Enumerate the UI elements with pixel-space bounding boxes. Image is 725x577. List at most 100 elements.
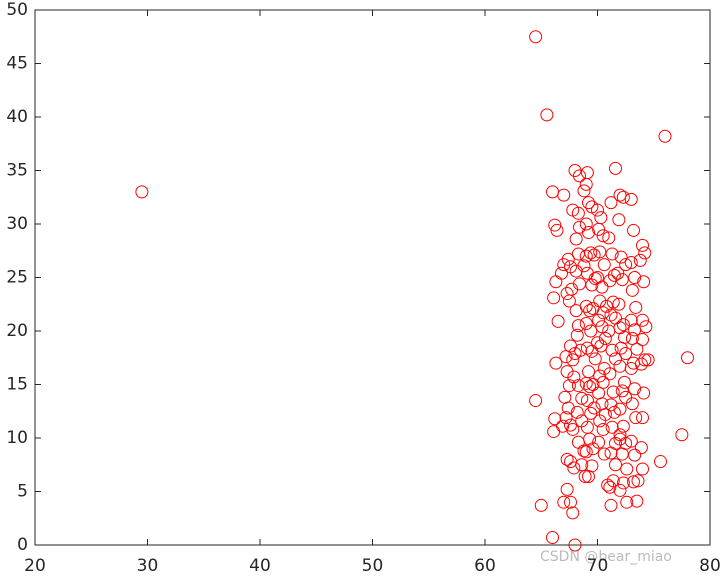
point [604, 196, 618, 210]
point [634, 441, 648, 455]
point [556, 419, 570, 433]
point [594, 339, 608, 353]
point [624, 256, 638, 270]
point [634, 357, 648, 371]
point [584, 324, 598, 338]
point [575, 458, 589, 472]
point [609, 161, 622, 175]
point [604, 498, 618, 512]
x-tick-label: 80 [699, 556, 721, 576]
point [614, 250, 628, 264]
y-tick-label: 20 [6, 321, 28, 341]
point [561, 401, 575, 415]
point [577, 444, 591, 458]
point [592, 313, 606, 327]
point [641, 353, 655, 367]
point [636, 411, 649, 425]
point [550, 223, 564, 237]
point [605, 343, 619, 357]
point [612, 297, 626, 311]
point [566, 506, 580, 520]
y-tick-label: 15 [6, 375, 28, 395]
point [579, 299, 593, 313]
point [583, 380, 597, 394]
y-tick-label: 10 [6, 428, 28, 448]
point [548, 412, 562, 426]
point [598, 331, 612, 345]
point [633, 253, 647, 267]
point [578, 470, 592, 484]
point [637, 386, 651, 400]
point [625, 397, 639, 411]
y-tick-label: 25 [6, 268, 28, 288]
point [606, 474, 620, 488]
point [603, 367, 617, 381]
y-tick-label: 30 [6, 214, 28, 234]
point [534, 498, 548, 512]
point [557, 188, 571, 202]
point [571, 319, 585, 333]
point [595, 280, 609, 294]
point [638, 246, 652, 260]
point [560, 452, 574, 466]
point [561, 252, 575, 266]
point [571, 379, 585, 393]
point [583, 432, 597, 446]
point [596, 422, 610, 436]
point [592, 222, 606, 236]
point [592, 435, 606, 449]
point [582, 470, 595, 484]
point [566, 203, 580, 217]
point [602, 231, 616, 245]
point [566, 353, 580, 367]
point [591, 336, 604, 350]
point [593, 245, 607, 259]
point [582, 226, 595, 240]
point [606, 385, 620, 399]
point [605, 420, 619, 434]
point [557, 495, 571, 509]
point [629, 300, 643, 314]
x-tick-label: 70 [587, 556, 609, 576]
point [540, 108, 554, 122]
point [529, 394, 543, 408]
point [568, 346, 582, 360]
point [654, 455, 667, 469]
point [568, 538, 582, 552]
point [579, 376, 593, 390]
point [570, 328, 584, 342]
point [587, 401, 601, 415]
point [579, 317, 593, 331]
point [613, 483, 627, 497]
point [631, 474, 645, 488]
point [619, 258, 633, 272]
point [606, 295, 620, 309]
x-tick-label: 40 [249, 556, 271, 576]
point [596, 375, 610, 389]
point [597, 258, 611, 272]
plot-frame [34, 9, 711, 546]
y-tick-label: 35 [6, 161, 28, 181]
point [567, 461, 581, 475]
point [559, 350, 573, 364]
point [588, 352, 602, 366]
point [593, 414, 607, 428]
point [624, 434, 638, 448]
point [620, 462, 634, 476]
point [636, 462, 649, 476]
point [580, 341, 594, 355]
point [604, 446, 618, 460]
y-tick-label: 0 [17, 535, 28, 555]
point [559, 411, 573, 425]
watermark: CSDN @bear_miao [540, 549, 672, 565]
point [566, 422, 580, 436]
point [595, 320, 609, 334]
point [628, 382, 642, 396]
point [638, 353, 652, 367]
x-tick-label: 20 [24, 556, 46, 576]
y-tick-label: 50 [6, 0, 28, 20]
point [658, 129, 672, 143]
point [560, 482, 574, 496]
point [583, 304, 597, 318]
